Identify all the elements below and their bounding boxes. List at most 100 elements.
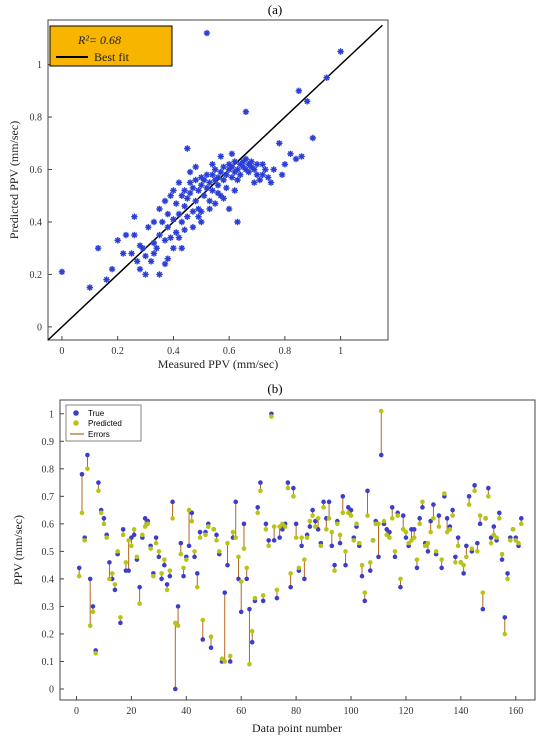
panel-b-true-point-30 [159,576,164,582]
panel-b-true-point-48 [208,645,214,651]
panel-b-predicted-point-67 [260,593,266,598]
panel-a-point-25 [164,210,171,218]
panel-b-true-point-97 [343,562,348,568]
panel-b-true-point-55 [227,659,233,664]
panel-b-y-tick-label-8: 0.8 [42,464,55,475]
panel-b-y-tick-label-3: 0.3 [42,602,55,613]
panel-a-point-106 [220,195,227,202]
panel-b-predicted-point-157 [507,538,513,543]
panel-b-true-point-78 [291,485,296,491]
panel-a-point-53 [203,171,211,178]
panel-a-point-50 [200,192,208,199]
panel-b-true-point-82 [302,576,307,582]
panel-b-predicted-point-97 [343,549,348,554]
panel-b-predicted-point-32 [164,587,170,593]
panel-b-predicted-point-85 [310,513,315,518]
panel-b-predicted-point-30 [159,571,164,576]
panel-b-predicted-point-75 [282,524,288,529]
panel-b-true-point-85 [310,507,315,513]
panel-a-point-130 [228,150,236,157]
panel-b-true-point-110 [378,452,384,458]
panel-b-predicted-point-2 [82,538,88,543]
panel-a-point-18 [153,245,160,252]
panel-b-predicted-point-132 [439,557,444,562]
panel-b-true-point-123 [414,565,420,571]
panel-b-true-point-155 [502,615,508,620]
panel-b-predicted-point-69 [266,543,271,549]
panel-b-predicted-point-84 [307,518,313,524]
panel-b-true-point-42 [192,554,197,560]
panel-b-true-point-119 [403,535,409,540]
panel-a-point-30 [173,229,180,236]
panel-b-predicted-point-57 [233,535,239,540]
panel-a-point-12 [139,245,146,252]
panel-a-point-52 [203,184,211,192]
panel-b-predicted-point-8 [98,510,104,516]
panel-b-predicted-point-6 [93,650,98,656]
panel-b-predicted-point-33 [167,568,173,573]
panel-b-y-tick-label-5: 0.5 [42,547,55,558]
panel-b-predicted-point-148 [483,516,488,521]
panel-a-legend: R²= 0.68 Best fit [49,25,173,67]
panel-a-point-34 [178,218,185,226]
panel-a-point-112 [170,245,177,252]
panel-a-point-115 [150,250,158,257]
panel-a-point-108 [198,208,205,215]
panel-a-point-64 [220,163,227,171]
panel-b-true-point-57 [233,499,239,505]
panel-a-point-2 [95,245,102,252]
panel-b-predicted-point-4 [87,623,93,628]
panel-b-true-point-45 [200,637,206,642]
panel-b-true-point-76 [285,480,291,485]
panel-b-predicted-point-45 [200,617,206,623]
panel-a-point-117 [206,205,213,213]
panel-b-x-axis-label: Data point number [252,721,342,735]
panel-a-point-62 [217,168,224,176]
panel-b-predicted-point-9 [101,521,107,527]
panel-a-point-128 [295,87,302,94]
panel-b-predicted-point-80 [296,565,302,571]
panel-b-predicted-point-12 [109,571,115,576]
panel-b-true-point-62 [247,606,252,612]
panel-a-point-74 [234,176,241,184]
panel-b-predicted-point-94 [335,521,340,527]
panel-b-predicted-point-65 [255,510,260,516]
panel-b-predicted-point-51 [216,549,222,554]
panel-b-predicted-point-142 [466,502,472,507]
panel-b-true-point-15 [118,620,123,626]
panel-b-predicted-point-82 [302,557,307,562]
panel-b-true-point-145 [475,540,480,546]
panel-a-point-59 [212,166,219,173]
panel-b-predicted-point-106 [367,560,373,565]
panel-a-point-0 [58,268,66,275]
panel-b-predicted-point-28 [153,540,159,546]
panel-a-point-11 [136,266,144,273]
panel-b-predicted-point-17 [123,560,129,565]
panel-b-true-point-117 [398,584,403,590]
panel-a-point-38 [184,213,191,220]
panel-b-true-point-36 [175,604,181,609]
panel-b-true-point-141 [464,543,469,549]
panel-b-true-point-9 [101,516,107,521]
panel-a-point-49 [198,174,205,181]
panel-b-y-tick-label-6: 0.6 [42,519,55,530]
panel-b-predicted-point-124 [417,521,422,527]
panel-a-point-48 [198,182,205,189]
panel-b-predicted-point-14 [115,549,120,554]
panel-b-predicted-point-11 [107,576,112,582]
panel-a-x-tick-label-3: 0.6 [223,346,236,357]
panel-a-point-109 [212,200,219,207]
panel-a-y-tick-label-3: 0.6 [30,165,43,176]
panel-b-predicted-point-71 [271,524,277,529]
panel-b-predicted-point-39 [184,557,189,562]
panel-b-predicted-point-140 [461,562,466,568]
panel-a-point-82 [248,158,255,165]
panel-b-predicted-point-23 [140,532,145,538]
panel-a-point-47 [195,205,202,213]
panel-a-point-90 [265,174,272,181]
panel-b-true-point-91 [326,499,332,505]
panel-b-predicted-point-21 [134,554,140,560]
panel-b-predicted-point-93 [332,568,337,573]
panel-a-point-55 [206,197,213,205]
panel-b-x-tick-label-2: 40 [181,706,191,717]
